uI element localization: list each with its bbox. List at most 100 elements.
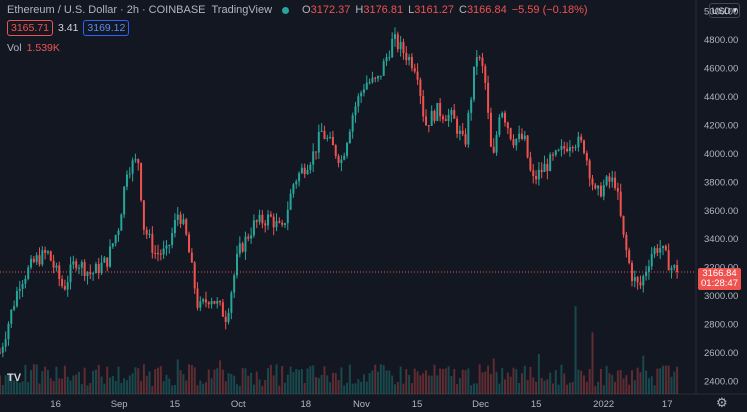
volume-bar <box>224 381 227 394</box>
volume-bar <box>21 381 24 394</box>
candle-body <box>396 34 399 50</box>
candle-body <box>10 309 13 324</box>
volume-bar <box>283 382 286 394</box>
volume-bar <box>210 378 213 394</box>
volume-bar <box>540 377 543 394</box>
volume-bar <box>523 365 526 394</box>
volume-bar <box>185 380 188 394</box>
candle-body <box>202 299 205 302</box>
candle-body <box>80 262 83 268</box>
gear-icon[interactable]: ⚙ <box>716 395 728 410</box>
currency-selector[interactable]: USD ▾ <box>709 3 740 18</box>
time-axis[interactable]: 16 Sep 15 Oct 18 Nov 15 Dec 15 2022 17 <box>50 399 672 410</box>
volume-bar <box>588 369 591 394</box>
candle-body <box>134 159 137 161</box>
volume-bar <box>272 375 275 394</box>
volume-bar <box>625 375 628 394</box>
symbol-legend[interactable]: Ethereum / U.S. Dollar · 2h · COINBASE T… <box>7 4 588 16</box>
candle-body <box>58 265 61 280</box>
volume-bar <box>467 368 470 394</box>
time-tick-label: 2022 <box>593 399 614 410</box>
candle-body <box>317 131 320 153</box>
candle-body <box>365 82 368 90</box>
volume-bar <box>346 382 349 394</box>
candle-body <box>659 248 662 253</box>
candle-body <box>264 223 267 226</box>
volume-bar <box>142 364 145 394</box>
sell-button[interactable]: 3165.71 <box>7 20 53 36</box>
volume-bar <box>269 364 272 394</box>
candle-body <box>176 214 179 220</box>
candle-body <box>667 250 670 271</box>
candle-body <box>599 185 602 197</box>
candle-body <box>484 66 487 83</box>
interval[interactable]: 2h <box>126 4 139 16</box>
price-axis[interactable]: 5000.00 4800.00 4600.00 4400.00 4200.00 4000.… <box>704 6 738 387</box>
volume-bar <box>179 370 182 394</box>
volume-bar <box>461 369 464 394</box>
volume-bar <box>219 360 222 394</box>
candle-body <box>402 41 405 53</box>
candle-body <box>213 301 216 304</box>
candle-body <box>193 262 196 289</box>
volume-bar <box>645 370 648 394</box>
candlesticks[interactable] <box>0 27 679 358</box>
volume-bar <box>594 385 597 394</box>
candle-body <box>258 214 261 223</box>
open-value: 3172.37 <box>310 4 351 16</box>
candle-body <box>162 248 165 255</box>
candle-body <box>329 136 332 138</box>
candle-body <box>540 169 543 172</box>
candle-body <box>173 219 176 234</box>
candle-body <box>410 56 413 69</box>
candle-body <box>0 352 1 354</box>
candle-body <box>583 140 586 153</box>
volume-legend[interactable]: Vol 1.539K <box>7 42 60 54</box>
candle-body <box>103 257 106 263</box>
candle-body <box>114 235 117 244</box>
volume-bar <box>441 369 444 394</box>
candle-body <box>676 265 679 272</box>
close-key: C <box>458 4 467 16</box>
volume-bar <box>599 368 602 394</box>
open-key: O <box>302 4 311 16</box>
volume-bar <box>77 371 80 394</box>
volume-bar <box>258 379 261 394</box>
volume-bar <box>44 366 47 394</box>
candle-body <box>303 167 306 175</box>
buy-button[interactable]: 3169.12 <box>83 20 130 36</box>
candle-body <box>557 149 560 151</box>
volume-bar <box>458 378 461 394</box>
candle-body <box>204 299 207 303</box>
candle-body <box>131 160 134 174</box>
trade-buttons[interactable]: 3165.71 3.41 3169.12 <box>7 20 130 36</box>
candle-body <box>577 136 580 148</box>
volume-bar <box>664 365 667 394</box>
candle-body <box>594 184 597 189</box>
symbol-name[interactable]: Ethereum / U.S. Dollar <box>7 4 118 16</box>
volume-bar <box>653 385 656 394</box>
candle-body <box>379 75 382 77</box>
candle-body <box>495 134 498 153</box>
volume-bar <box>15 380 18 394</box>
volume-bar <box>204 382 207 394</box>
volume-bar <box>444 368 447 394</box>
candle-body <box>216 301 219 304</box>
candle-body <box>571 147 574 149</box>
volume-bar <box>202 383 205 394</box>
volume-bar <box>55 366 58 394</box>
volume-bar <box>13 380 16 394</box>
candle-body <box>196 288 199 308</box>
volume-bar <box>92 370 95 394</box>
candle-body <box>41 250 44 265</box>
volume-bar <box>314 377 317 394</box>
market-status-icon[interactable] <box>282 6 290 14</box>
candle-body <box>647 266 650 272</box>
volume-bar <box>106 366 109 394</box>
candle-body <box>489 112 492 147</box>
bar-countdown: 01:28:47 <box>701 278 738 290</box>
tradingview-logo-icon[interactable]: TV <box>7 372 22 384</box>
candle-body <box>145 229 148 235</box>
